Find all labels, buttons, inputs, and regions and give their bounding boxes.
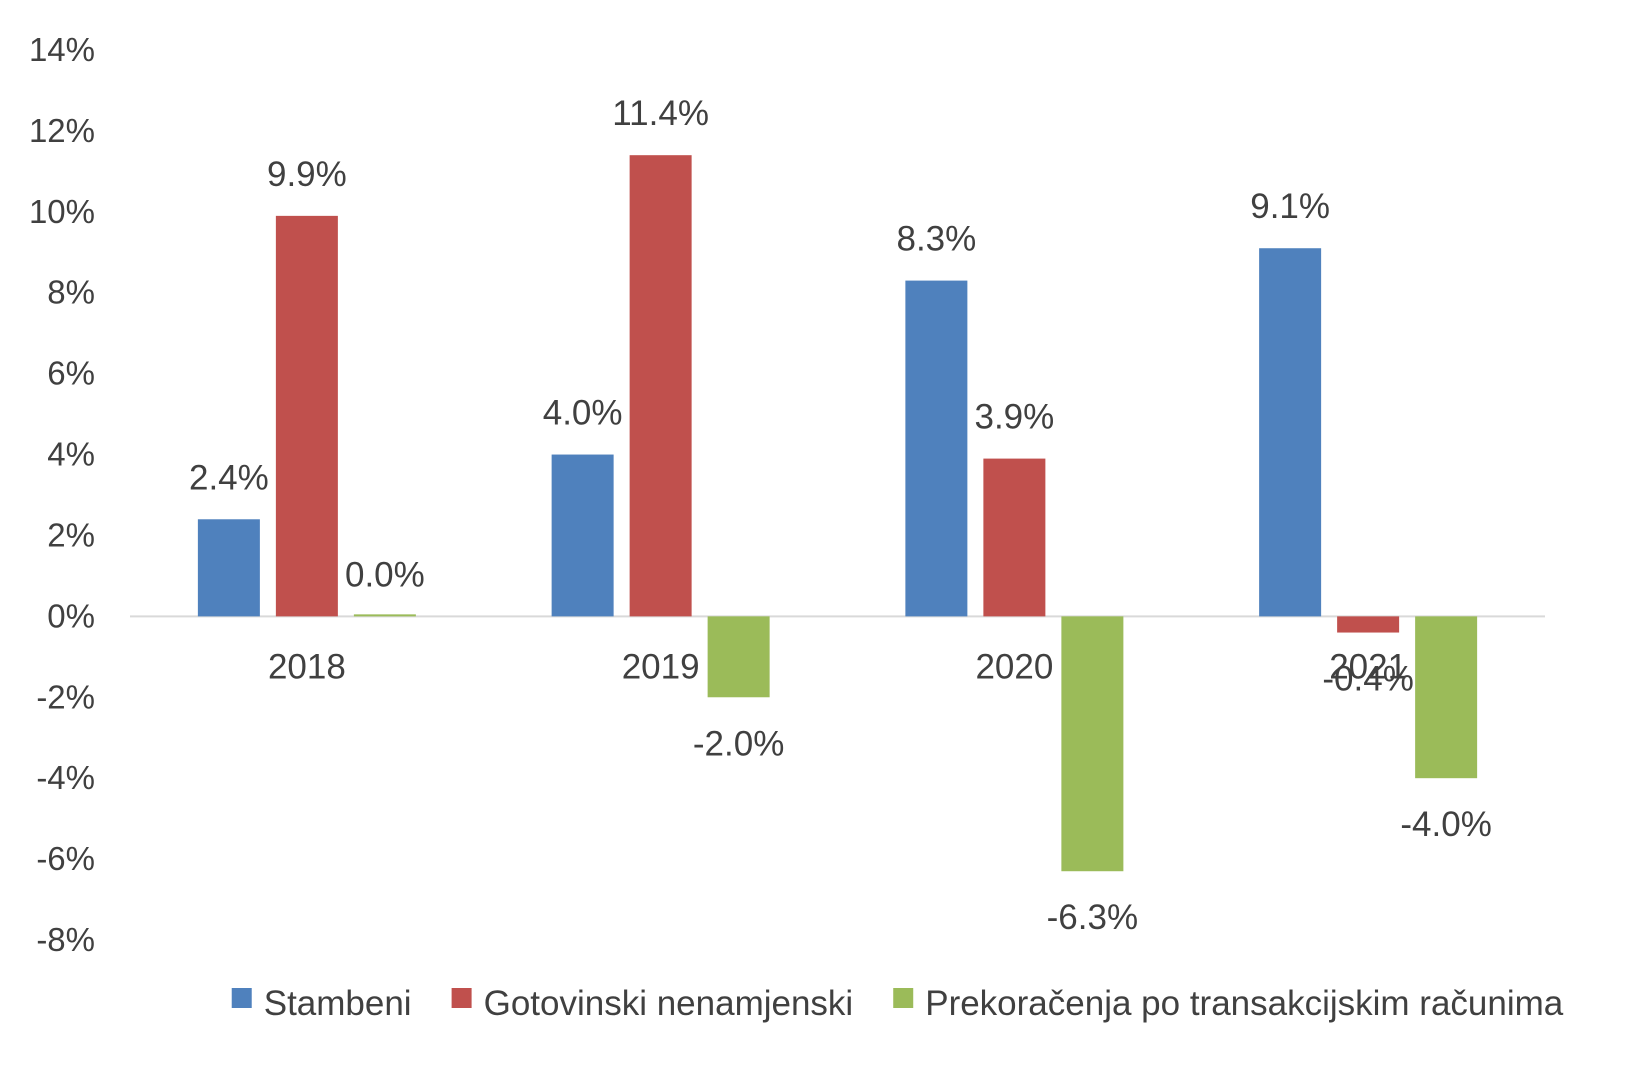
legend-label: Prekoračenja po transakcijskim računima [925,984,1564,1023]
bar-2020-2 [983,458,1046,617]
data-label: 2.4% [189,458,269,497]
data-label: -2.0% [693,724,784,763]
category-label-2020: 2020 [975,647,1053,686]
bar-2021-1 [1259,248,1322,617]
bar-2021-3 [1415,616,1478,779]
legend-swatch [893,988,914,1008]
y-tick-label: 6% [47,355,95,392]
y-tick-label: 4% [47,436,95,473]
data-label: 3.9% [974,398,1054,437]
y-tick-label: -6% [36,840,95,877]
bar-2019-1 [551,454,614,617]
y-tick-label: 14% [29,31,95,68]
category-label-2018: 2018 [268,647,346,686]
bar-2018-3 [353,614,416,617]
legend-swatch [451,988,472,1008]
data-label: 8.3% [896,220,976,259]
bar-series [197,155,1478,872]
data-label: 11.4% [612,94,709,133]
legend: Stambeni Gotovinski nenamjenski Prekoračen… [231,984,1564,1023]
y-tick-label: -2% [36,678,95,715]
legend-swatch [231,988,252,1008]
bar-2019-3 [707,616,770,698]
data-label: 9.1% [1250,187,1330,226]
y-tick-label: -4% [36,759,95,796]
bar-2018-1 [197,519,260,617]
bar-2018-2 [275,215,338,617]
category-label-2021: 2021 [1329,647,1407,686]
y-tick-label: 10% [29,193,95,230]
x-axis-category-labels: 2018 2019 2020 2021 [268,647,1407,686]
bar-2020-1 [905,280,968,617]
data-label: 4.0% [543,394,623,433]
y-tick-label: 2% [47,516,95,553]
data-labels: 2.4% 9.9% 0.0% 4.0% 11.4% -2.0% 8.3% 3.9% -6.3% 9… [189,94,1492,937]
data-label: -0.4% [1322,660,1413,699]
y-tick-label: 0% [47,597,95,634]
data-label: 0.0% [345,555,425,594]
bar-2020-3 [1061,616,1124,872]
legend-label: Gotovinski nenamjenski [484,984,854,1023]
legend-label: Stambeni [264,984,412,1023]
data-label: -6.3% [1047,898,1138,937]
y-tick-label: 12% [29,112,95,149]
category-label-2019: 2019 [622,647,700,686]
data-label: 9.9% [267,155,347,194]
y-tick-label: 8% [47,274,95,311]
y-tick-label: -8% [36,921,95,958]
y-axis-tick-labels: 14% 12% 10% 8% 6% 4% 2% 0% -2% -4% -6% -8% [29,31,95,958]
data-label: -4.0% [1400,805,1491,844]
bar-2019-2 [629,155,692,617]
bar-2021-2 [1337,616,1400,633]
